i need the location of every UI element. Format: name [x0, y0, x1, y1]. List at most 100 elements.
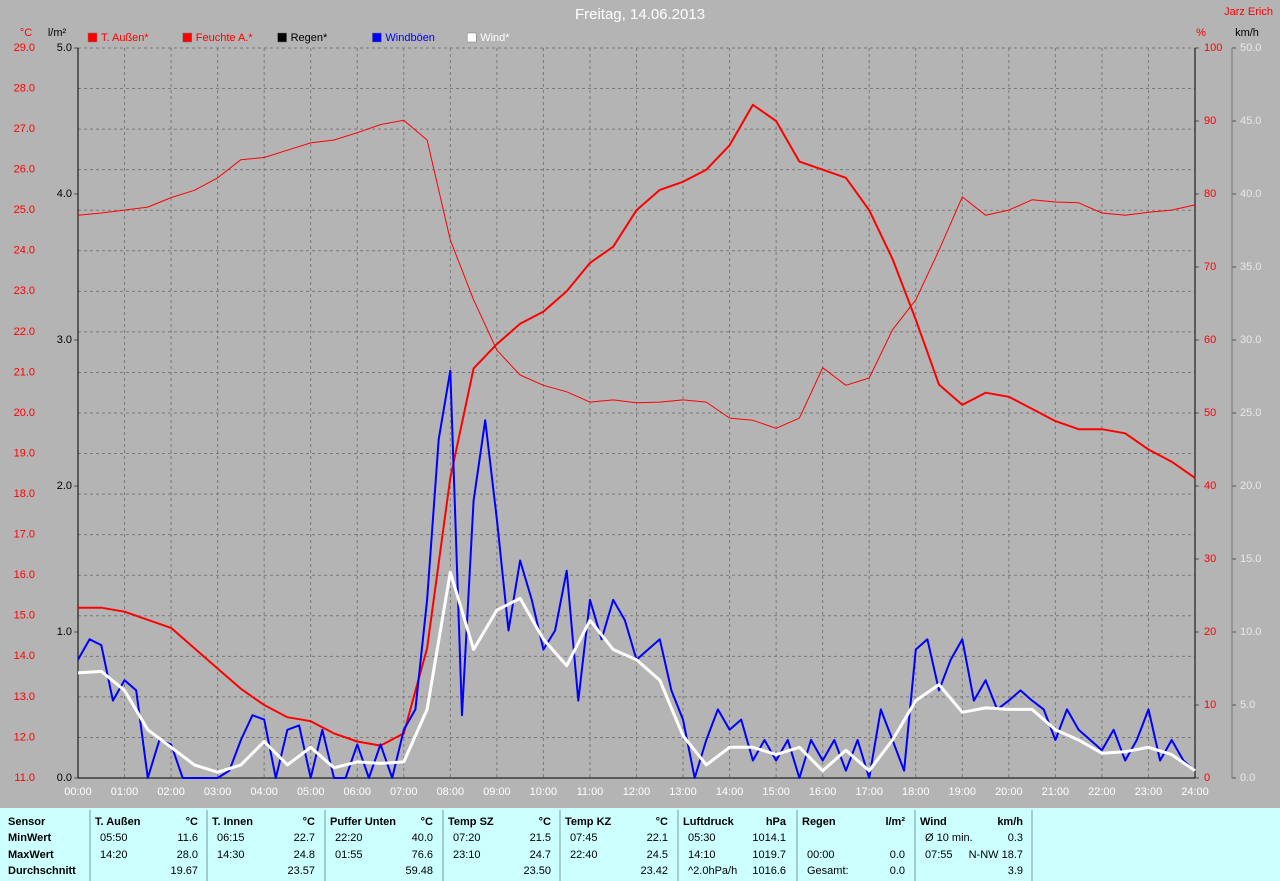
table-cell: 22:40: [570, 849, 598, 861]
y-tick-label: 70: [1204, 261, 1216, 273]
x-tick-label: 11:00: [577, 786, 604, 798]
table-cell: 14:20: [100, 849, 128, 861]
table-unit: l/m²: [885, 816, 905, 828]
table-cell: N-NW 18.7: [969, 849, 1023, 861]
axis-unit: %: [1196, 27, 1206, 39]
y-tick-label: 5.0: [1240, 699, 1255, 711]
y-tick-label: 30: [1204, 553, 1216, 565]
y-tick-label: 16.0: [14, 569, 35, 581]
y-tick-label: 15.0: [1240, 553, 1261, 565]
x-tick-label: 20:00: [995, 786, 1023, 798]
table-cell: 23:10: [453, 849, 481, 861]
y-tick-label: 0: [1204, 772, 1210, 784]
table-header: T. Innen: [212, 816, 253, 828]
y-tick-label: 11.0: [14, 772, 35, 784]
y-tick-label: 29.0: [14, 42, 35, 54]
y-tick-label: 15.0: [14, 610, 35, 622]
x-tick-label: 19:00: [949, 786, 977, 798]
table-cell: Ø 10 min.: [925, 832, 973, 844]
y-tick-label: 35.0: [1240, 261, 1261, 273]
table-header: Temp KZ: [565, 816, 612, 828]
axis-unit: °C: [20, 27, 32, 39]
y-tick-label: 40: [1204, 480, 1216, 492]
axis-unit: km/h: [1235, 27, 1259, 39]
table-cell: 21.5: [530, 832, 551, 844]
y-tick-label: 50: [1204, 407, 1216, 419]
y-tick-label: 100: [1204, 42, 1222, 54]
table-cell: 14:10: [688, 849, 716, 861]
x-tick-label: 06:00: [343, 786, 371, 798]
table-cell: 05:50: [100, 832, 128, 844]
x-tick-label: 23:00: [1135, 786, 1163, 798]
y-tick-label: 5.0: [57, 42, 72, 54]
y-tick-label: 25.0: [14, 204, 35, 216]
table-cell: 1014.1: [752, 832, 786, 844]
table-cell: 14:30: [217, 849, 245, 861]
table-row-label: Sensor: [8, 816, 46, 828]
x-tick-label: 22:00: [1088, 786, 1116, 798]
legend-swatch: [466, 32, 477, 43]
y-tick-label: 26.0: [14, 164, 35, 176]
x-tick-label: 12:00: [623, 786, 651, 798]
x-tick-label: 17:00: [855, 786, 883, 798]
x-tick-label: 24:00: [1181, 786, 1209, 798]
legend-swatch: [87, 32, 98, 43]
table-unit: °C: [303, 816, 315, 828]
table-row-label: Durchschnitt: [8, 865, 76, 877]
y-tick-label: 19.0: [14, 447, 35, 459]
table-header: T. Außen: [95, 816, 141, 828]
table-row-label: MinWert: [8, 832, 52, 844]
table-header: Luftdruck: [683, 816, 735, 828]
x-tick-label: 02:00: [157, 786, 185, 798]
x-tick-label: 05:00: [297, 786, 325, 798]
y-tick-label: 14.0: [14, 650, 35, 662]
y-tick-label: 10: [1204, 699, 1216, 711]
table-cell: 3.9: [1008, 865, 1023, 877]
table-header: Temp SZ: [448, 816, 494, 828]
y-tick-label: 80: [1204, 188, 1216, 200]
table-cell: 24.7: [530, 849, 551, 861]
table-cell: ^2.0hPa/h: [688, 865, 737, 877]
table-cell: 06:15: [217, 832, 245, 844]
y-tick-label: 10.0: [1240, 626, 1261, 638]
table-row-label: MaxWert: [8, 849, 54, 861]
y-tick-label: 20.0: [14, 407, 35, 419]
y-tick-label: 21.0: [14, 366, 35, 378]
table-header: Regen: [802, 816, 836, 828]
legend-swatch: [277, 32, 287, 43]
table-cell: 05:30: [688, 832, 716, 844]
x-tick-label: 14:00: [716, 786, 744, 798]
x-tick-label: 08:00: [437, 786, 465, 798]
x-tick-label: 07:00: [390, 786, 418, 798]
series-line: [78, 103, 1196, 747]
legend-swatch: [372, 32, 382, 43]
x-tick-label: 18:00: [902, 786, 930, 798]
table-cell: 22.1: [647, 832, 668, 844]
table-cell: Gesamt:: [807, 865, 849, 877]
legend-label: Wind*: [480, 32, 510, 44]
y-tick-label: 20: [1204, 626, 1216, 638]
y-tick-label: 12.0: [14, 731, 35, 743]
table-header: Wind: [920, 816, 947, 828]
y-tick-label: 0.0: [1240, 772, 1255, 784]
table-cell: 0.0: [890, 865, 905, 877]
x-tick-label: 09:00: [483, 786, 511, 798]
table-unit: °C: [186, 816, 198, 828]
y-tick-label: 2.0: [57, 480, 72, 492]
table-cell: 01:55: [335, 849, 363, 861]
series-line: [77, 570, 1196, 774]
y-tick-label: 3.0: [57, 334, 72, 346]
y-tick-label: 23.0: [14, 285, 35, 297]
axis-unit: l/m²: [48, 27, 67, 39]
table-unit: °C: [656, 816, 668, 828]
table-cell: 24.8: [294, 849, 315, 861]
x-tick-label: 00:00: [64, 786, 92, 798]
x-tick-label: 21:00: [1042, 786, 1070, 798]
table-cell: 0.0: [890, 849, 905, 861]
legend-label: Feuchte A.*: [196, 32, 254, 44]
y-tick-label: 1.0: [57, 626, 72, 638]
x-tick-label: 16:00: [809, 786, 837, 798]
x-tick-label: 15:00: [762, 786, 790, 798]
